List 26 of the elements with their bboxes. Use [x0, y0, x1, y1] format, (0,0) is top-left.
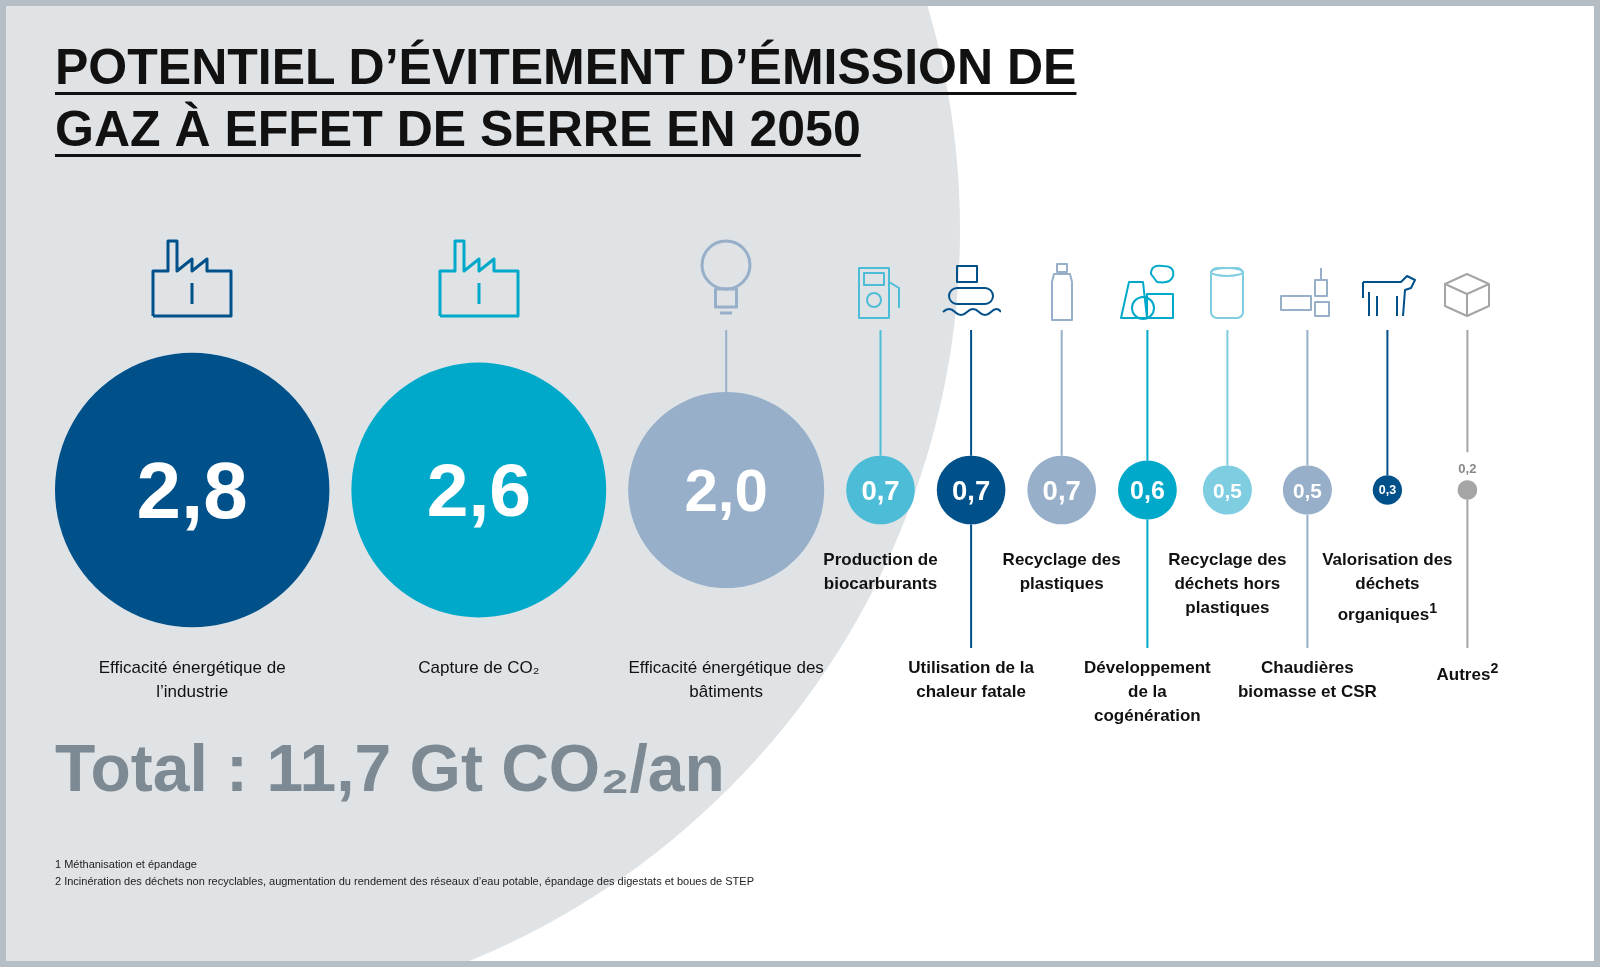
category-label: Autres$^{2}$ — [1435, 659, 1500, 686]
data-label: 2,8 — [136, 445, 248, 535]
category-label: Valorisation des déchets organiques$^{1}$ — [1321, 549, 1454, 626]
data-label: 0,5 — [1212, 478, 1242, 502]
data-label: 0,5 — [1292, 478, 1322, 502]
category-label: Recyclage des déchets hors plastiques — [1167, 549, 1288, 619]
text: POTENTIEL D’ÉVITEMENT D’ÉMISSION DE GAZ À EFFET DE SERRE EN 2050 — [55, 38, 1078, 159]
text: 1 Méthanisation et épandage — [55, 858, 197, 870]
data-label: 0,7 — [861, 474, 900, 506]
text: 2 Incinération des déchets non recyclables, augmentation du rendement des réseaux d’eau potable, épandage des digestats et boues de STEP — [55, 875, 754, 887]
category-label: Chaudières biomasse et CSR — [1236, 657, 1378, 703]
data-label: 2,6 — [426, 448, 531, 532]
category-label: Utilisation de la chaleur fatale — [907, 657, 1035, 703]
category-label: Développement de la cogénération — [1083, 657, 1212, 727]
data-label: 0,6 — [1130, 476, 1165, 504]
data-label: 0,3 — [1378, 483, 1397, 497]
category-label: Production de biocarburants — [822, 549, 939, 595]
category-label: Capture de CO₂ — [417, 657, 541, 679]
text: Total : 11,7 Gt CO₂/an — [55, 730, 725, 806]
data-label: 2,0 — [684, 456, 768, 524]
category-label: Efficacité énergétique de l’industrie — [97, 657, 287, 703]
data-label: 0,7 — [1042, 474, 1081, 506]
category-label: Recyclage des plastiques — [1001, 549, 1122, 595]
data-label: 0,7 — [951, 474, 991, 506]
data-label: 0,2 — [1458, 461, 1477, 477]
category-label: Efficacité énergétique des bâtiments — [627, 657, 825, 703]
